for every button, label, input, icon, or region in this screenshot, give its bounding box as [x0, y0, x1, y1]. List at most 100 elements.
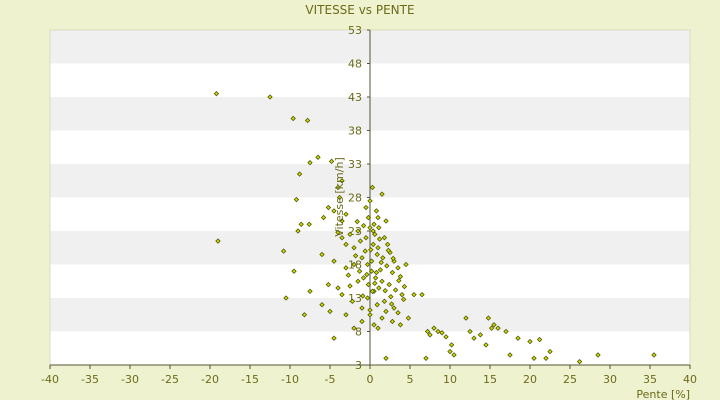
- data-point: [435, 328, 441, 335]
- data-point: [368, 258, 375, 264]
- data-point: [380, 255, 386, 261]
- data-point: [390, 255, 396, 262]
- data-point: [352, 253, 359, 259]
- data-point: [383, 218, 389, 224]
- data-point: [339, 291, 345, 298]
- data-point: [335, 184, 341, 191]
- data-point: [215, 238, 221, 244]
- data-point: [336, 194, 343, 201]
- data-point: [335, 285, 341, 291]
- data-point: [301, 312, 308, 318]
- x-tick-label: 25: [563, 373, 577, 386]
- data-point: [396, 277, 402, 284]
- data-point: [351, 245, 357, 251]
- data-point: [400, 296, 407, 303]
- data-point: [443, 334, 449, 340]
- data-point: [376, 224, 382, 231]
- data-point: [319, 251, 325, 258]
- data-point: [371, 221, 377, 227]
- data-point: [372, 275, 379, 281]
- data-point: [651, 352, 657, 358]
- data-point: [395, 310, 401, 316]
- x-tick-label: -35: [81, 373, 99, 386]
- data-point: [391, 305, 397, 311]
- data-point: [365, 281, 372, 288]
- data-point: [369, 184, 376, 191]
- data-point: [357, 238, 364, 244]
- data-point: [320, 214, 327, 221]
- data-point: [343, 265, 349, 271]
- data-point: [347, 231, 353, 238]
- x-tick-label: 20: [523, 373, 537, 386]
- data-point: [485, 315, 492, 321]
- y-axis-title: Vitesse [km/h]: [333, 157, 346, 237]
- data-point: [536, 336, 543, 343]
- data-point: [360, 275, 367, 281]
- data-point: [367, 198, 373, 204]
- y-tick-label: 33: [348, 158, 362, 171]
- data-point: [383, 308, 389, 315]
- data-point: [576, 358, 583, 365]
- data-point: [397, 273, 404, 280]
- data-point: [293, 196, 300, 203]
- data-point: [370, 228, 376, 234]
- data-point: [381, 298, 388, 305]
- data-point: [372, 280, 378, 286]
- data-point: [296, 171, 303, 177]
- data-point: [389, 318, 396, 325]
- data-point: [355, 278, 361, 284]
- chart-title: VITESSE vs PENTE: [305, 3, 414, 17]
- data-point: [364, 271, 370, 278]
- data-point: [331, 258, 337, 264]
- data-point: [370, 241, 376, 248]
- data-point: [378, 259, 384, 266]
- data-point: [375, 214, 381, 221]
- data-point: [547, 348, 553, 355]
- data-point: [213, 90, 220, 97]
- data-point: [368, 247, 374, 253]
- data-point: [339, 178, 345, 184]
- data-point: [339, 218, 345, 224]
- y-tick-label: 43: [348, 91, 362, 104]
- data-point: [447, 348, 453, 355]
- data-point: [369, 288, 376, 294]
- data-point: [327, 308, 333, 315]
- y-tick-label: 48: [348, 58, 362, 71]
- data-point: [359, 305, 365, 311]
- data-point: [397, 322, 404, 328]
- data-point: [343, 241, 349, 248]
- data-point: [379, 315, 385, 321]
- data-point: [307, 288, 313, 294]
- data-point: [283, 295, 289, 301]
- data-point: [315, 154, 321, 160]
- data-point: [304, 117, 311, 124]
- data-point: [399, 291, 405, 298]
- x-tick-label: -40: [41, 373, 59, 386]
- x-tick-label: 0: [367, 373, 374, 386]
- data-point: [375, 325, 381, 331]
- data-point: [328, 158, 335, 165]
- data-point: [373, 208, 380, 214]
- data-point: [379, 191, 385, 197]
- data-point: [280, 248, 287, 254]
- x-tick-label: -5: [325, 373, 336, 386]
- data-point: [515, 335, 521, 341]
- data-point: [495, 325, 501, 331]
- data-point: [423, 355, 429, 361]
- data-point: [467, 328, 473, 335]
- data-point: [507, 352, 513, 358]
- data-point: [376, 285, 382, 291]
- data-point: [377, 267, 384, 273]
- data-point: [411, 291, 417, 298]
- x-tick-labels: -40 -35 -30 -25 -20 -15 -10 -5 0 5 10 15 20 25 30 35 40: [41, 373, 697, 386]
- data-point: [371, 322, 377, 328]
- x-tick-label: -30: [121, 373, 139, 386]
- data-point: [374, 251, 380, 258]
- data-point: [363, 235, 369, 241]
- data-point: [367, 312, 373, 318]
- x-tick-label: 30: [603, 373, 617, 386]
- data-point: [367, 307, 373, 313]
- data-point: [331, 208, 337, 214]
- data-point: [424, 328, 431, 335]
- data-point: [491, 322, 497, 328]
